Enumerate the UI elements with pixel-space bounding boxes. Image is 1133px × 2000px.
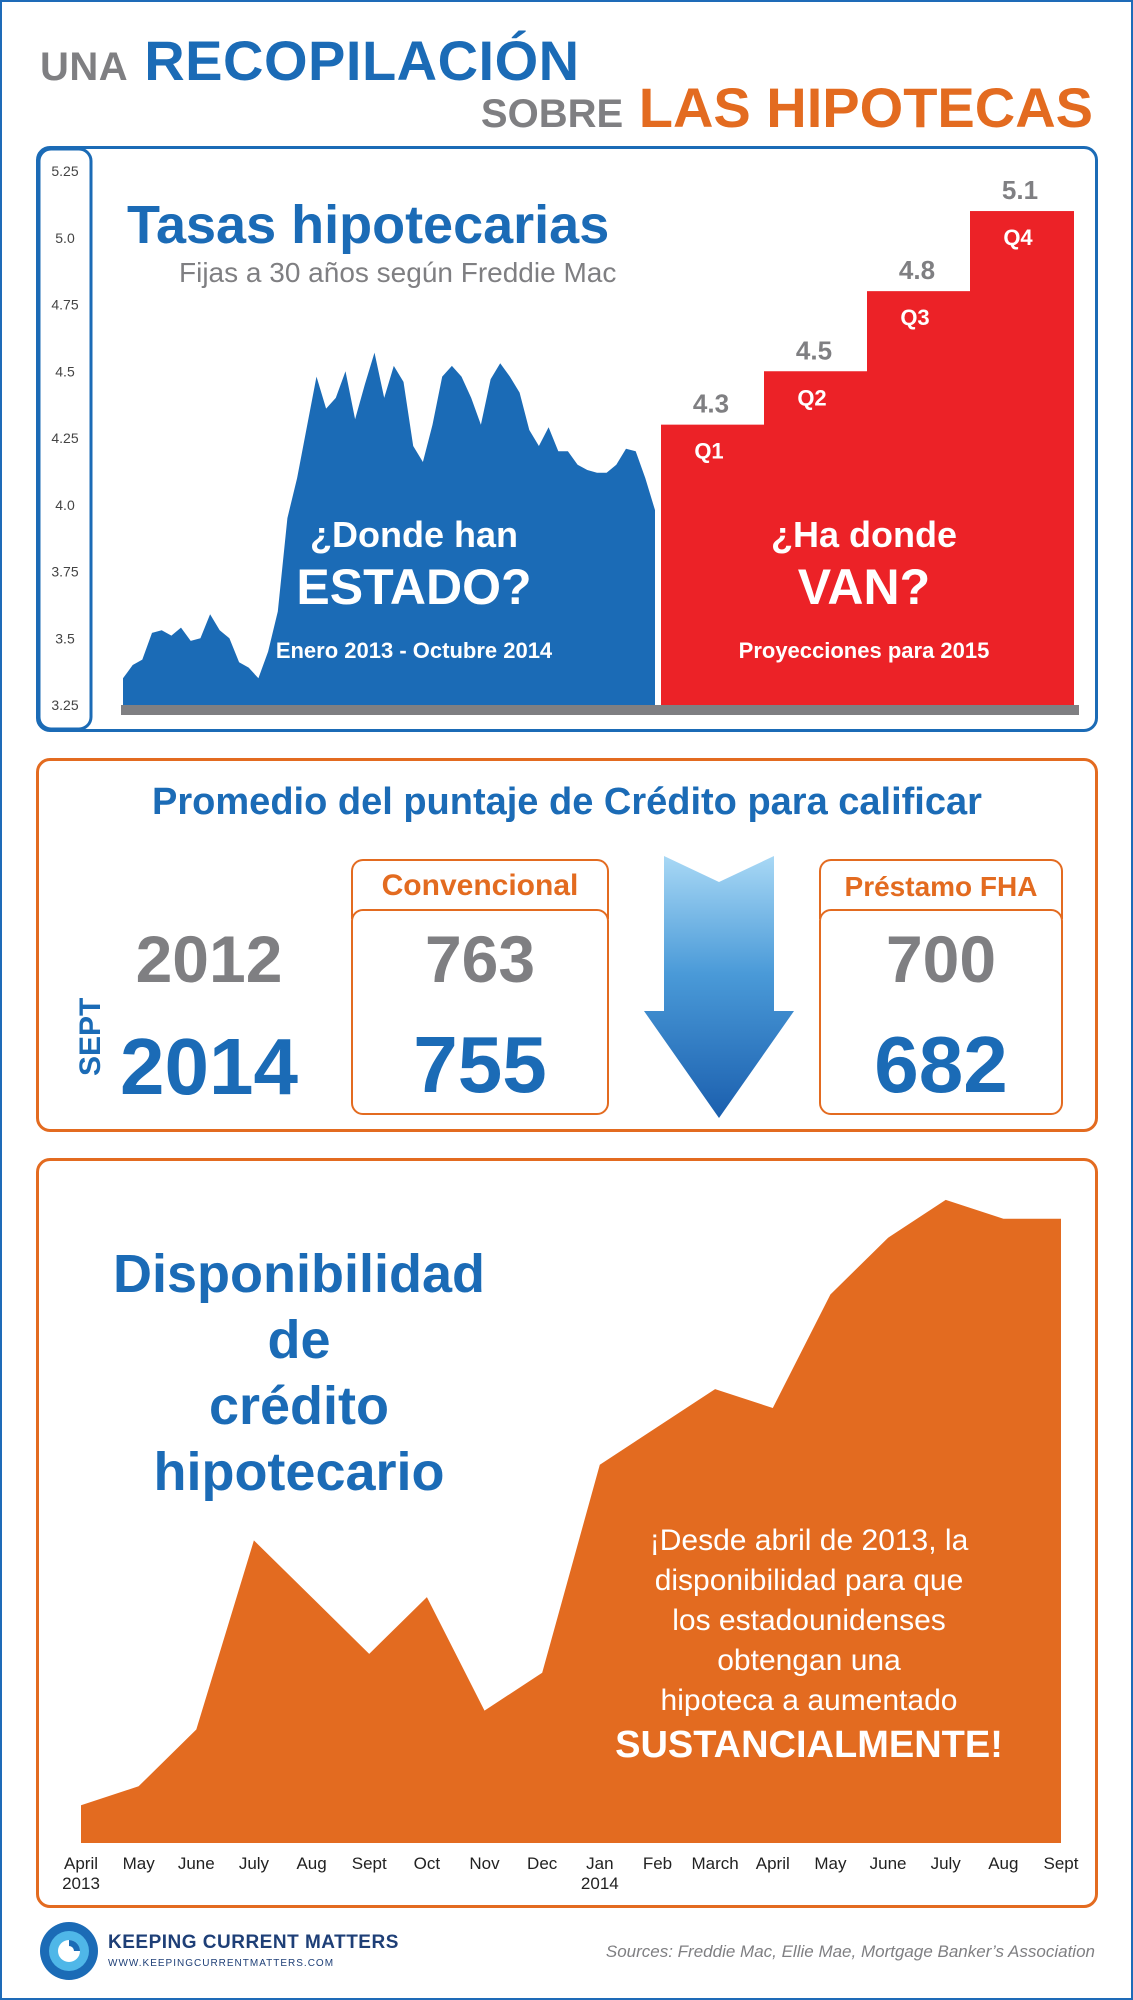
conventional-box [351,909,609,1115]
message-emphasis: SUSTANCIALMENTE! [615,1724,1003,1766]
historic-rates-area [123,352,655,705]
header-sobre: SOBRE [480,92,624,136]
rates-panel: 5.25 5.0 4.75 4.5 4.25 4.0 3.75 3.5 3.25 4.3 Q1 4.… [36,146,1098,732]
conventional-label: Convencional [381,869,579,902]
projection-value-label: 5.1 [1002,175,1038,205]
past-date-range: Enero 2013 - Octubre 2014 [275,638,553,663]
fha-2014-score: 682 [874,1020,1008,1109]
fha-box [819,909,1063,1115]
rates-chart: 5.25 5.0 4.75 4.5 4.25 4.0 3.75 3.5 3.25 4.3 Q1 4.… [39,149,1079,729]
down-arrow-icon [644,856,794,1118]
x-tick-label: Dec [527,1854,558,1873]
y-tick-label: 3.75 [51,564,78,580]
x-tick-label: Feb [643,1854,672,1873]
availability-title-line2: crédito hipotecario [153,1376,445,1502]
future-question-line2: VAN? [797,559,931,615]
conventional-label-box [351,859,609,919]
x-tick-label: March [692,1854,739,1873]
y-tick-label: 5.0 [55,230,75,246]
credit-score-title: Promedio del puntaje de Crédito para cal… [152,781,982,823]
header-recopilacion: RECOPILACIÓN [144,29,580,92]
fha-label: Préstamo FHA [844,871,1038,902]
projection-value-label: 4.8 [899,255,935,285]
projection-bar-q4 [970,211,1074,706]
kcm-logo-icon [40,1922,98,1980]
x-tick-label: July [931,1854,962,1873]
brand-url[interactable]: WWW.KEEPINGCURRENTMATTERS.COM [108,1958,335,1969]
x-tick-label: Aug [296,1854,326,1873]
x-tick-label: Sept [1044,1854,1079,1873]
fha-label-box [819,859,1063,919]
quarter-label: Q1 [694,439,723,464]
rates-subtitle: Fijas a 30 años según Freddie Mac [179,257,617,288]
header-una: UNA [40,45,129,89]
year-2014: 2014 [120,1022,298,1111]
chart-baseline [121,705,1079,715]
sources-note: Sources: Freddie Mac, Ellie Mae, Mortgag… [605,1942,1095,1961]
x-tick-label: July [239,1854,270,1873]
fha-2012-score: 700 [885,922,997,996]
x-tick-label: April 2013 [62,1854,100,1893]
projection-bar-q2 [764,371,868,705]
x-tick-label: April [756,1854,790,1873]
y-tick-label: 4.25 [51,430,78,446]
availability-title-line1: Disponibilidad de [113,1244,485,1370]
message-line1: ¡Desde abril de 2013, la [649,1524,969,1557]
availability-area [81,1199,1061,1843]
availability-chart: April 2013 May June July Aug Sept Oct Nov Dec Jan 2… [62,1199,1079,1893]
projection-bar-q1 [661,424,765,705]
message-line3: los estadounidenses [672,1604,946,1637]
y-tick-label: 3.25 [51,697,78,713]
x-tick-label: May [814,1854,847,1873]
future-question-line1: ¿Ha donde [771,514,957,555]
year-2012: 2012 [135,922,283,996]
brand-name: KEEPING CURRENT MATTERS [108,1932,399,1953]
y-axis-strip [39,149,93,729]
conventional-2012-score: 763 [424,922,536,996]
projection-value-label: 4.5 [796,335,832,365]
credit-score-panel: Promedio del puntaje de Crédito para cal… [36,758,1098,1132]
x-tick-label: Sept [352,1854,387,1873]
projection-value-label: 4.3 [693,389,729,419]
message-line2: disponibilidad para que [654,1564,964,1597]
availability-panel: April 2013 May June July Aug Sept Oct Nov Dec Jan 2… [36,1158,1098,1908]
header-las-hipotecas: LAS HIPOTECAS [638,76,1093,139]
x-tick-label: June [870,1854,907,1873]
x-tick-label: May [123,1854,156,1873]
x-tick-label: Nov [469,1854,500,1873]
x-tick-label: Oct [414,1854,441,1873]
header-line-1: UNA RECOPILACIÓN [40,28,580,93]
conventional-2014-score: 755 [413,1020,547,1109]
quarter-label: Q3 [900,305,929,330]
y-tick-label: 3.5 [55,630,75,646]
projection-bar-q3 [867,291,971,705]
x-tick-label: Jan 2014 [581,1854,619,1893]
y-tick-label: 4.0 [55,497,75,513]
quarter-label: Q4 [1003,225,1033,250]
quarter-label: Q2 [797,385,826,410]
rates-title: Tasas hipotecarias [127,195,610,255]
message-line4: obtengan una [717,1644,901,1677]
y-tick-label: 4.75 [51,297,78,313]
x-tick-label: Aug [988,1854,1018,1873]
header-line-2: SOBRE LAS HIPOTECAS [481,75,1093,140]
y-tick-label: 5.25 [51,163,78,179]
future-projection-label: Proyecciones para 2015 [738,638,990,663]
past-question-line2: ESTADO? [296,559,532,615]
y-tick-label: 4.5 [55,363,75,379]
past-question-line1: ¿Donde han [310,514,518,555]
message-line5: hipoteca a aumentado [660,1684,958,1717]
x-tick-label: June [178,1854,215,1873]
